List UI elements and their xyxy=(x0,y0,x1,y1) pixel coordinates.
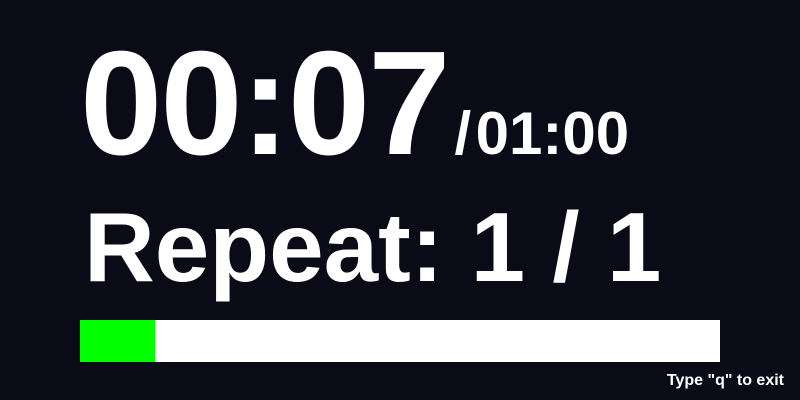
exit-hint: Type "q" to exit xyxy=(666,372,784,389)
progress-bar-fill xyxy=(80,320,155,362)
time-separator: / xyxy=(454,100,472,167)
timer-display: 00:07/ 01:00 xyxy=(80,30,629,178)
progress-bar xyxy=(80,320,720,362)
elapsed-time: 00:07 xyxy=(80,21,451,186)
repeat-counter: Repeat: 1 / 1 xyxy=(84,192,662,302)
total-time: 01:00 xyxy=(475,100,630,167)
